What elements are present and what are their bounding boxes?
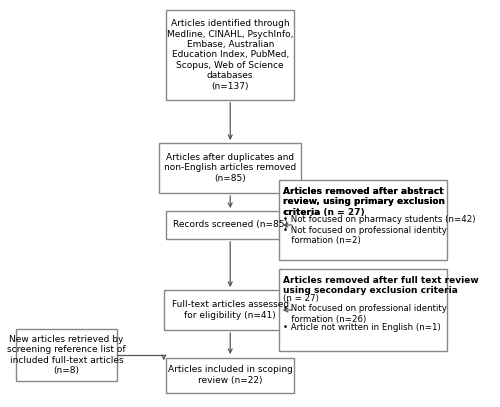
Text: Articles included in scoping
review (n=22): Articles included in scoping review (n=2…	[168, 365, 292, 385]
Text: • Not focused on professional identity
   formation (n=26): • Not focused on professional identity f…	[284, 304, 447, 324]
Text: Articles removed after full text review
using secondary exclusion criteria: Articles removed after full text review …	[284, 276, 479, 295]
Bar	[164, 290, 296, 330]
Bar	[166, 357, 294, 392]
Text: • Article not written in English (n=1): • Article not written in English (n=1)	[284, 323, 441, 332]
Bar	[16, 329, 118, 381]
Text: New articles retrieved by
screening reference list of
included full-text article: New articles retrieved by screening refe…	[7, 335, 126, 375]
Text: Articles identified through
Medline, CINAHL, PsychInfo,
Embase, Australian
Educa: Articles identified through Medline, CIN…	[167, 19, 294, 91]
Bar	[279, 180, 447, 260]
Bar	[160, 143, 301, 193]
Text: Articles removed after abstract
review, using primary exclusion
criteria (n = 27: Articles removed after abstract review, …	[284, 187, 446, 217]
Text: Records screened (n=85): Records screened (n=85)	[172, 221, 288, 230]
Text: Full-text articles assessed
for eligibility (n=41): Full-text articles assessed for eligibil…	[172, 300, 289, 320]
Text: • Not focused on professional identity
   formation (n=2): • Not focused on professional identity f…	[284, 226, 447, 245]
Text: • Not focused on pharmacy students (n=42): • Not focused on pharmacy students (n=42…	[284, 215, 476, 224]
Bar	[166, 211, 294, 239]
Bar	[166, 10, 294, 100]
Text: Articles removed after abstract
review, using primary exclusion
criteria: Articles removed after abstract review, …	[284, 187, 446, 217]
Text: (n = 27): (n = 27)	[284, 294, 319, 303]
Text: Articles after duplicates and
non-English articles removed
(n=85): Articles after duplicates and non-Englis…	[164, 153, 296, 183]
Bar	[279, 269, 447, 351]
